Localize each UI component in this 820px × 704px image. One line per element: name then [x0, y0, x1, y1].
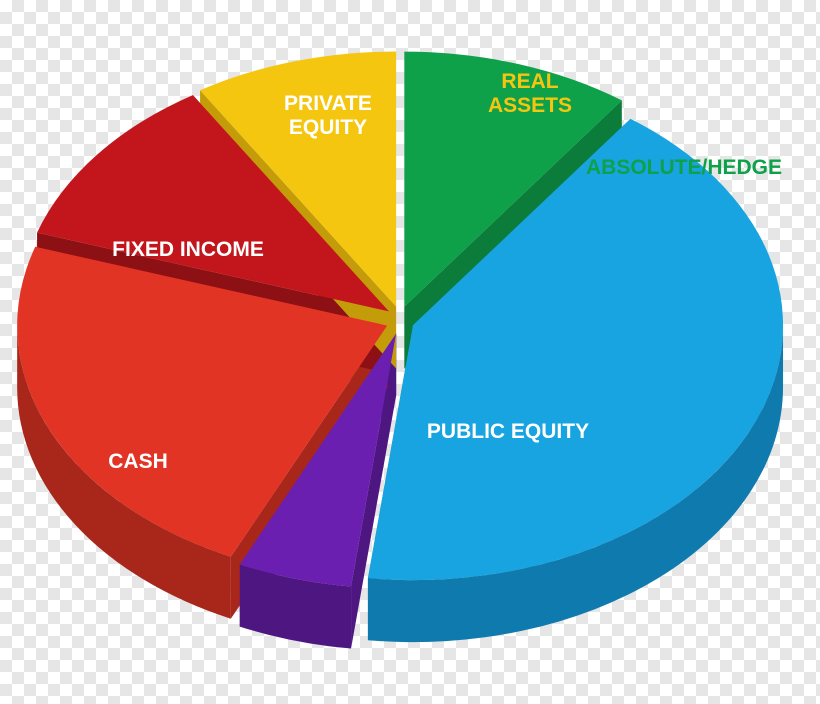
- pie-label-fixed_income: FIXED INCOME: [112, 238, 264, 261]
- pie-label-private_equity: PRIVATEEQUITY: [284, 92, 372, 139]
- pie-label-absolute_hedge: ABSOLUTE/HEDGE: [586, 156, 782, 179]
- pie-label-absolute_hedge-line: ABSOLUTE/HEDGE: [586, 156, 782, 179]
- pie-label-private_equity-line: PRIVATE: [284, 92, 372, 115]
- pie-label-public_equity: PUBLIC EQUITY: [427, 420, 589, 443]
- pie-label-cash-line: CASH: [108, 450, 168, 473]
- pie-label-real_assets-line: ASSETS: [488, 94, 572, 117]
- pie-label-private_equity-line: EQUITY: [289, 116, 367, 139]
- pie-label-cash: CASH: [108, 450, 168, 473]
- pie-label-real_assets-line: REAL: [501, 70, 558, 93]
- pie-label-public_equity-line: PUBLIC EQUITY: [427, 420, 589, 443]
- pie-label-fixed_income-line: FIXED INCOME: [112, 238, 264, 261]
- asset-allocation-pie-chart: ABSOLUTE/HEDGE PUBLIC EQUITY CASH FIXED INC…: [0, 0, 820, 704]
